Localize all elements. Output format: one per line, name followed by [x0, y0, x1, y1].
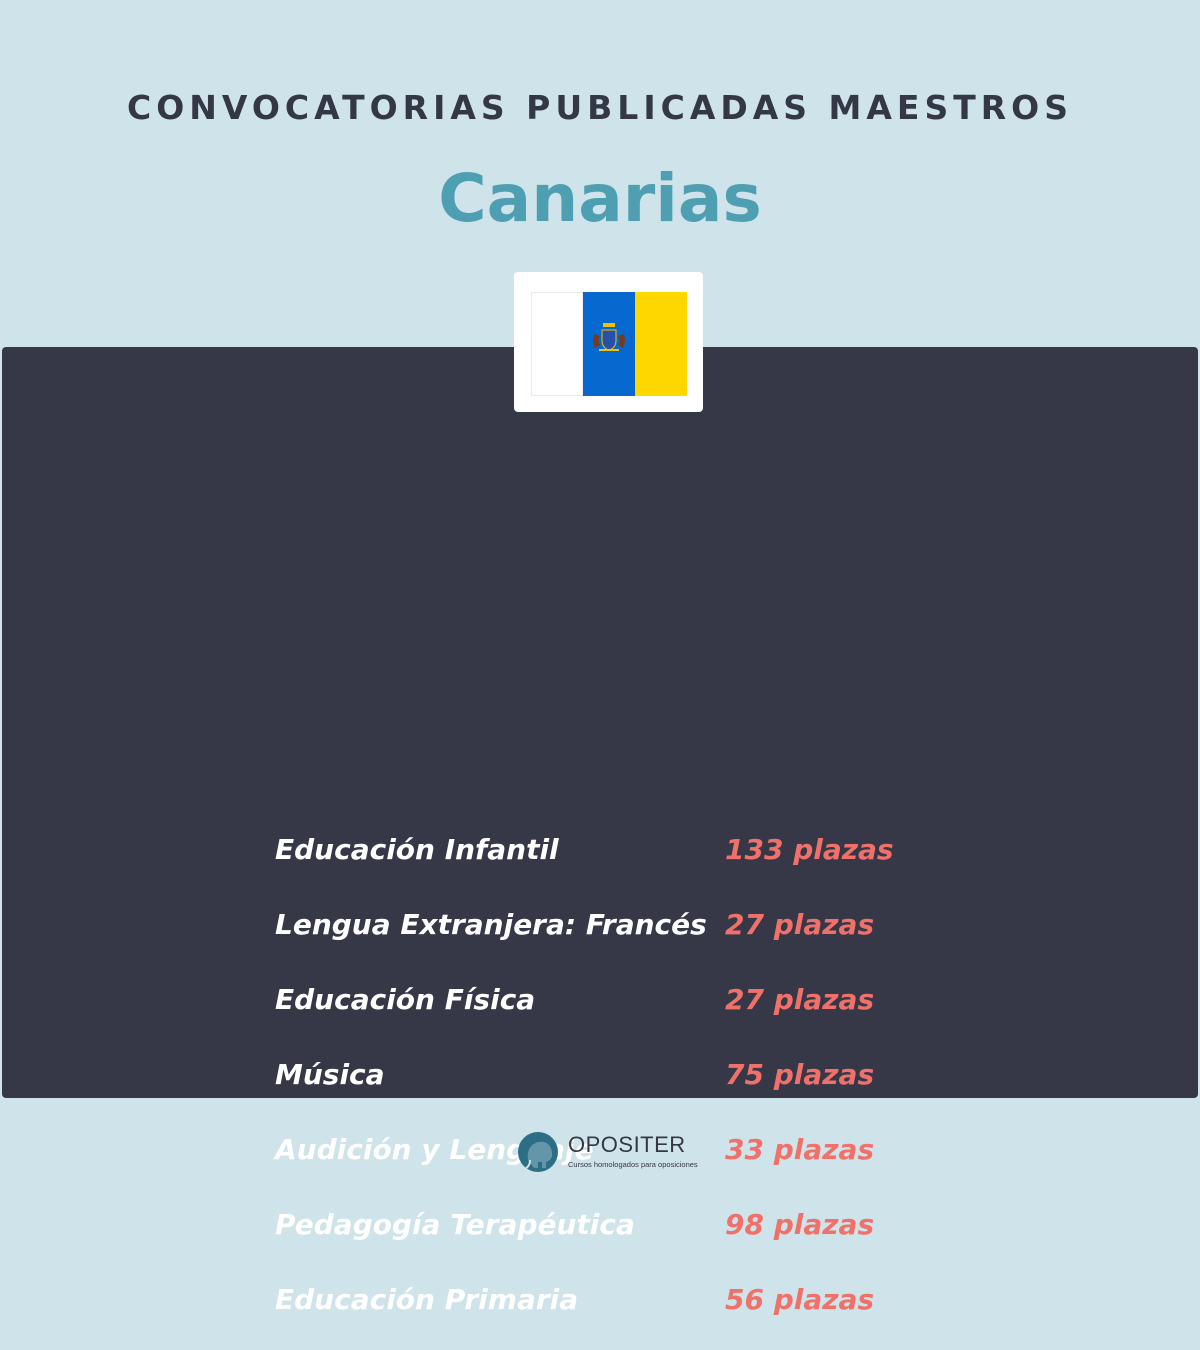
subject-label: Educación Física — [275, 983, 536, 1016]
page-heading: CONVOCATORIAS PUBLICADAS MAESTROS — [127, 88, 1073, 127]
elephant-logo-icon — [518, 1132, 558, 1172]
places-count: 75 plazas — [725, 1058, 875, 1091]
subject-label: Educación Infantil — [275, 833, 559, 866]
places-list: Educación Infantil 133 plazas Lengua Extra… — [275, 825, 975, 1350]
brand-tagline: Cursos homologados para oposiciones — [568, 1160, 698, 1169]
list-item: Educación Primaria 56 plazas — [275, 1275, 975, 1350]
places-count: 98 plazas — [725, 1208, 875, 1241]
opositer-logo: OPOSITER Cursos homologados para oposici… — [516, 1128, 706, 1176]
places-count: 27 plazas — [725, 908, 875, 941]
subject-label: Lengua Extranjera: Francés — [275, 908, 707, 941]
places-count: 133 plazas — [725, 833, 894, 866]
places-count: 27 plazas — [725, 983, 875, 1016]
places-count: 56 plazas — [725, 1283, 875, 1316]
brand-name: OPOSITER — [568, 1132, 686, 1157]
list-item: Música 75 plazas — [275, 1050, 975, 1125]
canary-islands-flag-icon — [531, 292, 687, 396]
list-item: Lengua Extranjera: Francés 27 plazas — [275, 900, 975, 975]
subject-label: Educación Primaria — [275, 1283, 579, 1316]
list-item: Educación Física 27 plazas — [275, 975, 975, 1050]
flag-card — [514, 272, 703, 412]
places-panel: Educación Infantil 133 plazas Lengua Extra… — [2, 347, 1198, 1316]
region-title: Canarias — [438, 160, 762, 237]
list-item: Educación Infantil 133 plazas — [275, 825, 975, 900]
list-item: Pedagogía Terapéutica 98 plazas — [275, 1200, 975, 1275]
subject-label: Música — [275, 1058, 385, 1091]
places-count: 33 plazas — [725, 1133, 875, 1166]
subject-label: Pedagogía Terapéutica — [275, 1208, 635, 1241]
